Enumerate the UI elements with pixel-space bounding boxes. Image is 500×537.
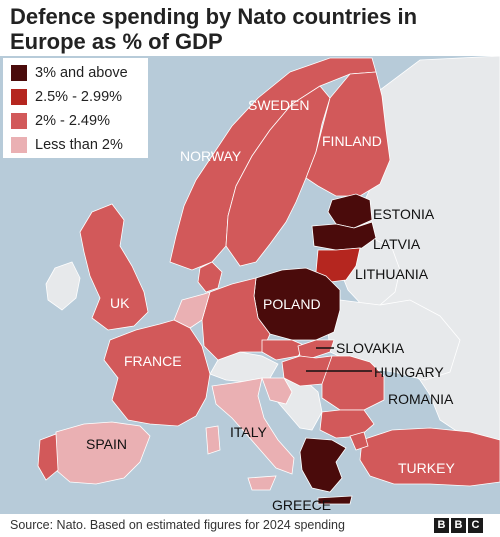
legend-item: Less than 2% <box>11 134 123 156</box>
country-sardinia <box>205 425 221 455</box>
country-turkey <box>359 427 500 487</box>
country-latvia <box>311 221 377 251</box>
legend-swatch <box>11 65 27 81</box>
country-label-turkey: TURKEY <box>398 460 455 476</box>
country-label-poland: POLAND <box>263 296 321 312</box>
map-svg <box>0 56 500 514</box>
country-label-france: FRANCE <box>124 353 182 369</box>
legend-swatch <box>11 113 27 129</box>
country-denmark <box>197 261 223 293</box>
country-crete <box>317 495 353 505</box>
country-greece <box>299 437 347 493</box>
country-label-uk: UK <box>110 295 130 311</box>
legend: 3% and above 2.5% - 2.99% 2% - 2.49% Les… <box>3 58 148 158</box>
legend-label: Less than 2% <box>35 137 123 153</box>
country-portugal <box>37 433 59 481</box>
country-label-finland: FINLAND <box>322 133 382 149</box>
country-turkey-thrace <box>349 431 369 451</box>
country-romania <box>321 355 385 411</box>
country-label-romania: ROMANIA <box>388 391 454 407</box>
logo-letter: B <box>434 518 449 533</box>
country-label-estonia: ESTONIA <box>373 206 435 222</box>
country-label-latvia: LATVIA <box>373 236 421 252</box>
country-croatia <box>261 377 293 405</box>
source-note: Source: Nato. Based on estimated figures… <box>10 518 345 532</box>
logo-letter: C <box>468 518 483 533</box>
map-title: Defence spending by Nato countries in Eu… <box>10 4 418 54</box>
country-italy <box>211 377 295 475</box>
legend-item: 3% and above <box>11 62 128 84</box>
country-label-hungary: HUNGARY <box>374 364 444 380</box>
legend-item: 2% - 2.49% <box>11 110 110 132</box>
legend-label: 2.5% - 2.99% <box>35 89 123 105</box>
country-label-spain: SPAIN <box>86 436 127 452</box>
land-ireland <box>45 261 81 311</box>
country-label-sweden: SWEDEN <box>248 97 310 113</box>
legend-label: 2% - 2.49% <box>35 113 110 129</box>
country-spain <box>55 421 151 485</box>
country-finland <box>305 71 391 197</box>
country-label-lithuania: LITHUANIA <box>355 266 429 282</box>
country-label-italy: ITALY <box>230 424 267 440</box>
footer: Source: Nato. Based on estimated figures… <box>0 514 500 537</box>
country-estonia <box>327 193 373 229</box>
legend-swatch <box>11 137 27 153</box>
country-czechia <box>261 339 307 361</box>
country-bulgaria <box>319 409 375 439</box>
country-label-norway: NORWAY <box>180 148 242 164</box>
bbc-logo: B B C <box>432 518 483 533</box>
country-label-greece: GREECE <box>272 497 332 513</box>
europe-map <box>0 56 500 514</box>
country-sweden <box>225 85 331 267</box>
country-label-slovakia: SLOVAKIA <box>336 340 405 356</box>
legend-label: 3% and above <box>35 65 128 81</box>
legend-item: 2.5% - 2.99% <box>11 86 122 108</box>
logo-letter: B <box>451 518 466 533</box>
legend-swatch <box>11 89 27 105</box>
country-france <box>103 319 211 427</box>
country-uk <box>79 203 149 331</box>
country-sicily <box>247 475 277 491</box>
